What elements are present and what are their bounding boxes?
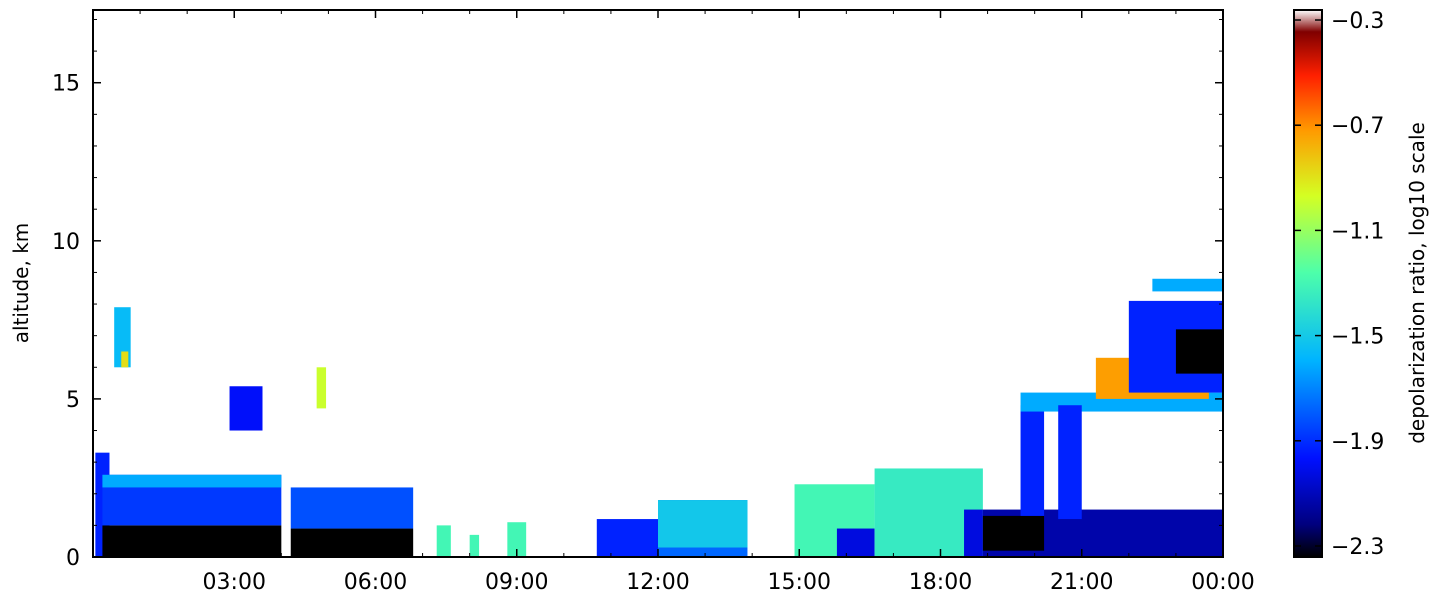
depol-region-9 [316,367,327,409]
colorbar-ticks: −0.3 −0.7 −1.1 −1.5 −1.9 −2.3 [1294,9,1384,560]
depol-region-7 [290,528,414,557]
depol-region-22 [1020,405,1045,516]
depol-region-27 [1175,329,1223,374]
x-axis: 03:00 06:00 09:00 12:00 15:00 18:00 21:00 00:00 [139,10,1255,595]
depol-region-1 [102,525,282,557]
colorbar-tick-label: −1.9 [1331,430,1384,455]
depol-region-28 [1152,278,1223,292]
x-tick-label: 03:00 [203,570,266,595]
colorbar-label: depolarization ratio, log10 scale [1405,122,1429,444]
depolarization-data-layer [95,278,1223,557]
plot-frame [92,9,1224,558]
x-tick-label: 09:00 [485,570,548,595]
depol-region-11 [469,534,480,557]
depol-region-10 [436,525,451,557]
x-tick-label: 12:00 [626,570,689,595]
depol-region-21 [982,515,1045,551]
depol-region-15 [658,500,748,548]
colorbar-tick-label: −1.1 [1331,219,1384,244]
x-tick-label: 15:00 [768,570,831,595]
colorbar-tick-label: −0.7 [1331,114,1384,139]
x-tick-label: 00:00 [1191,570,1254,595]
depol-region-5 [121,351,129,368]
x-tick-label: 18:00 [909,570,972,595]
y-tick-label: 5 [66,388,80,413]
colorbar-tick-label: −1.5 [1331,325,1384,350]
y-tick-label: 0 [66,546,80,571]
depol-region-8 [290,487,414,529]
colorbar: −0.3 −0.7 −1.1 −1.5 −1.9 −2.3 depolarization … [1293,9,1429,560]
depol-region-17 [836,528,875,557]
depol-region-24 [1058,405,1082,520]
y-tick-label: 15 [52,72,80,97]
x-tick-label: 21:00 [1050,570,1113,595]
depol-region-19 [964,509,983,557]
colorbar-tick-label: −0.3 [1331,9,1384,34]
depol-region-13 [596,519,658,557]
y-axis-label: altitude, km [9,223,33,344]
colorbar-tick-label: −2.3 [1331,535,1384,560]
y-tick-label: 10 [52,230,80,255]
x-tick-label: 06:00 [344,570,407,595]
depol-region-12 [507,522,527,557]
depol-region-6 [229,386,263,431]
colorbar-gradient [1293,9,1323,558]
depol-region-3 [102,474,282,488]
